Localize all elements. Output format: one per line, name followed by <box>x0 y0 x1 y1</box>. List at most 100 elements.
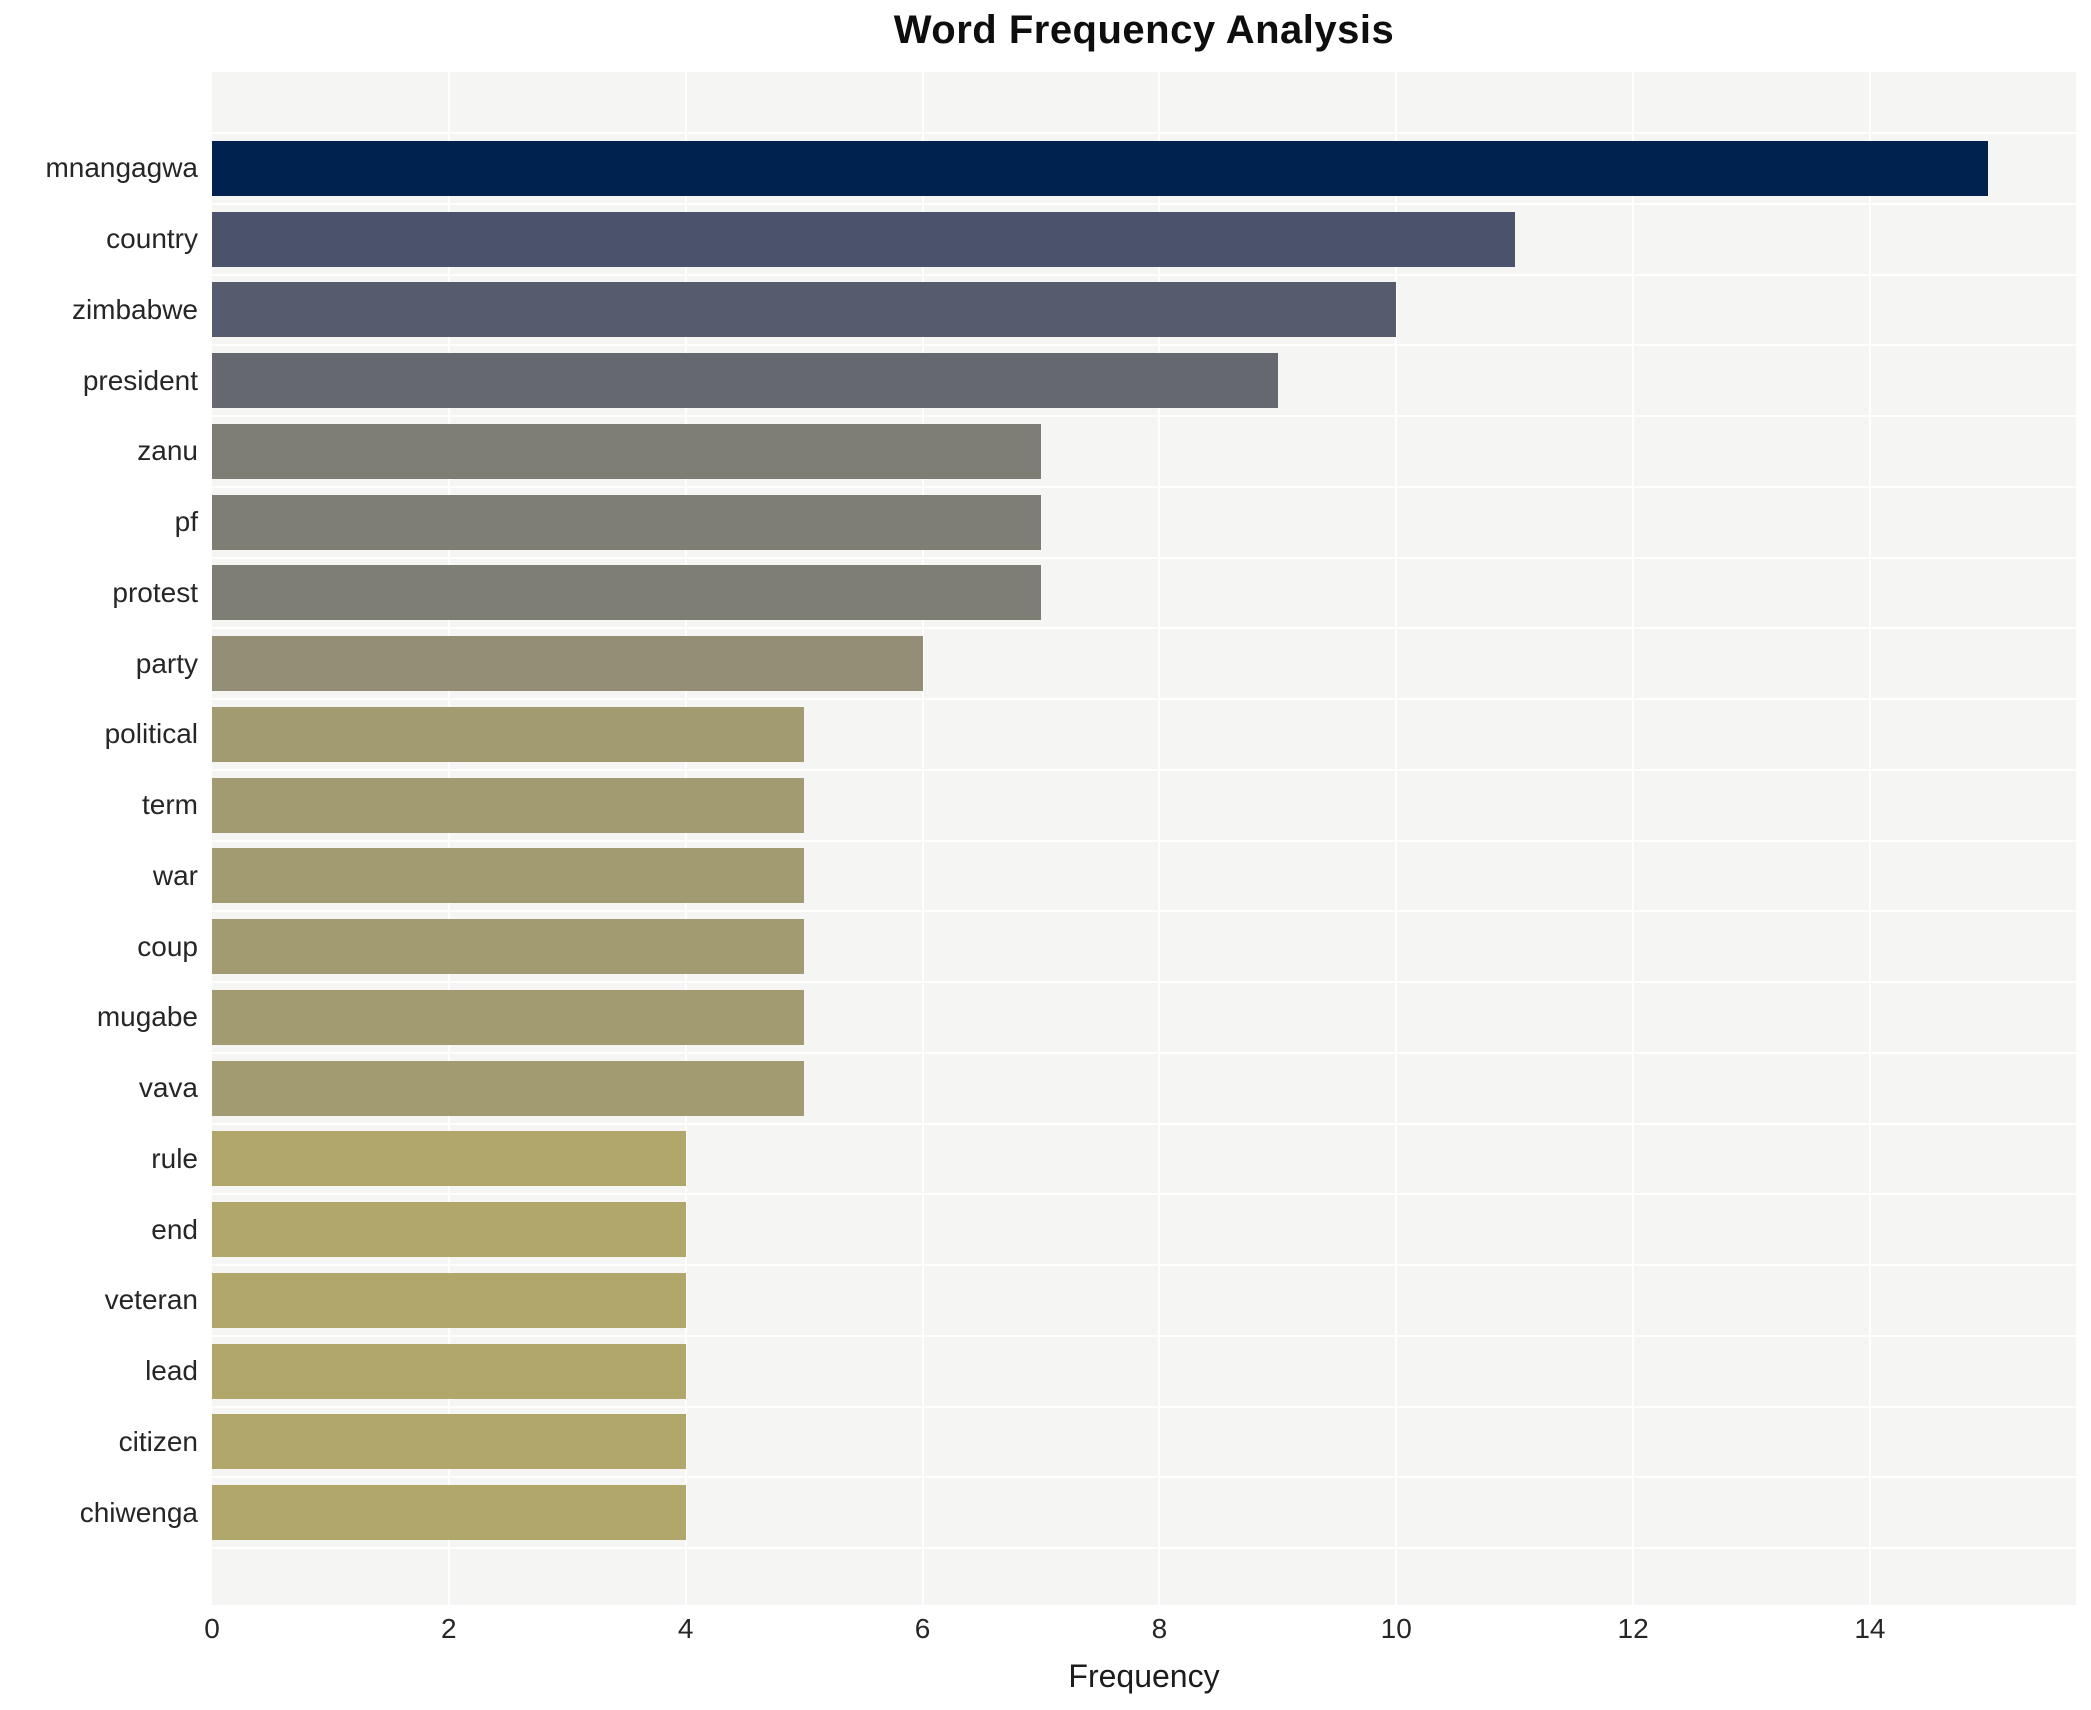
bar-row <box>212 770 2076 841</box>
bar-term <box>212 777 805 833</box>
bar-war <box>212 848 805 904</box>
category-label-term: term <box>142 789 198 821</box>
gridline-vertical <box>684 72 687 1605</box>
bar-row <box>212 1194 2076 1265</box>
plot-area <box>212 72 2076 1605</box>
gridline-horizontal <box>212 1122 2076 1125</box>
gridline-vertical <box>1868 72 1871 1605</box>
gridline-horizontal <box>212 698 2076 700</box>
bar-row <box>212 1477 2076 1548</box>
gridline-horizontal <box>212 132 2076 134</box>
bar-row <box>212 841 2076 912</box>
gridline-horizontal <box>212 768 2076 771</box>
category-label-zimbabwe: zimbabwe <box>71 293 198 325</box>
bar-citizen <box>212 1414 686 1470</box>
gridline-horizontal <box>212 415 2076 417</box>
x-tick-label: 14 <box>1854 1613 1886 1644</box>
bar-rows <box>212 133 2076 1548</box>
x-tick-label: 12 <box>1617 1613 1649 1644</box>
category-label-pf: pf <box>174 506 198 538</box>
bar-mugabe <box>212 989 805 1045</box>
bar-row <box>212 204 2076 275</box>
category-label-rule: rule <box>151 1142 198 1174</box>
gridline-horizontal <box>212 839 2076 842</box>
category-label-veteran: veteran <box>104 1284 198 1316</box>
bar-coup <box>212 919 805 975</box>
gridline-vertical <box>447 72 450 1605</box>
y-axis-labels: mnangagwa country zimbabwe president zanu pf p… <box>0 72 198 1605</box>
category-label-war: war <box>152 859 198 891</box>
category-label-party: party <box>135 647 198 679</box>
x-axis-title: Frequency <box>1068 1658 1220 1694</box>
gridline-horizontal <box>212 344 2076 347</box>
bar-country <box>212 211 1515 267</box>
gridline-vertical <box>1395 72 1398 1605</box>
bar-pf <box>212 494 1041 550</box>
bar-party <box>212 636 923 692</box>
bar-president <box>212 353 1278 409</box>
x-tick-label: 0 <box>204 1613 220 1644</box>
gridline-horizontal <box>212 1051 2076 1054</box>
category-label-citizen: citizen <box>118 1425 198 1457</box>
x-tick-label: 2 <box>441 1613 457 1644</box>
bar-rule <box>212 1131 686 1187</box>
bar-zimbabwe <box>212 282 1397 338</box>
x-tick-label: 6 <box>914 1613 931 1644</box>
bar-row <box>212 1407 2076 1478</box>
x-tick-label: 8 <box>1151 1613 1168 1644</box>
category-label-country: country <box>106 223 198 255</box>
gridline-horizontal <box>212 1547 2076 1549</box>
category-label-zanu: zanu <box>137 435 198 467</box>
bar-row <box>212 1053 2076 1124</box>
gridline-horizontal <box>212 627 2076 630</box>
bar-row <box>212 416 2076 487</box>
bar-row <box>212 1336 2076 1407</box>
bar-row <box>212 345 2076 416</box>
gridline-horizontal <box>212 1193 2076 1196</box>
category-label-coup: coup <box>137 930 198 962</box>
gridline-vertical <box>921 72 924 1605</box>
gridline-horizontal <box>212 981 2076 983</box>
bar-row <box>212 628 2076 699</box>
bar-row <box>212 982 2076 1053</box>
category-label-end: end <box>151 1213 198 1245</box>
gridline-horizontal <box>212 273 2076 276</box>
bar-row <box>212 699 2076 770</box>
category-label-president: president <box>82 364 198 396</box>
gridline-horizontal <box>212 485 2076 488</box>
bar-political <box>212 706 805 762</box>
bar-zanu <box>212 423 1041 479</box>
gridline-vertical <box>1158 72 1161 1605</box>
bar-chiwenga <box>212 1485 686 1541</box>
bar-row <box>212 1265 2076 1336</box>
x-tick-label: 4 <box>677 1613 694 1644</box>
category-label-mugabe: mugabe <box>96 1001 198 1033</box>
x-axis-ticks: 0 2 4 6 8 10 12 14 <box>0 1613 2091 1653</box>
gridline-horizontal <box>212 1334 2076 1337</box>
gridline-horizontal <box>212 1476 2076 1479</box>
category-label-lead: lead <box>145 1355 198 1387</box>
bar-row <box>212 275 2076 346</box>
bar-protest <box>212 565 1041 621</box>
gridline-vertical <box>1632 72 1635 1605</box>
category-label-political: political <box>104 718 198 750</box>
category-label-mnangagwa: mnangagwa <box>45 152 198 184</box>
bar-veteran <box>212 1272 686 1328</box>
gridline-horizontal <box>212 556 2076 559</box>
bar-mnangagwa <box>212 140 1989 196</box>
bar-row <box>212 911 2076 982</box>
bar-row <box>212 487 2076 558</box>
x-tick-label: 10 <box>1380 1613 1412 1644</box>
category-label-chiwenga: chiwenga <box>79 1496 198 1528</box>
chart-title: Word Frequency Analysis <box>893 8 1395 52</box>
bar-vava <box>212 1060 805 1116</box>
gridline-horizontal <box>212 1405 2076 1408</box>
gridline-horizontal <box>212 910 2076 913</box>
bar-row <box>212 558 2076 629</box>
bar-end <box>212 1202 686 1258</box>
category-label-protest: protest <box>112 576 198 608</box>
category-label-vava: vava <box>138 1072 198 1104</box>
gridline-horizontal <box>212 1264 2076 1266</box>
bar-row <box>212 133 2076 204</box>
